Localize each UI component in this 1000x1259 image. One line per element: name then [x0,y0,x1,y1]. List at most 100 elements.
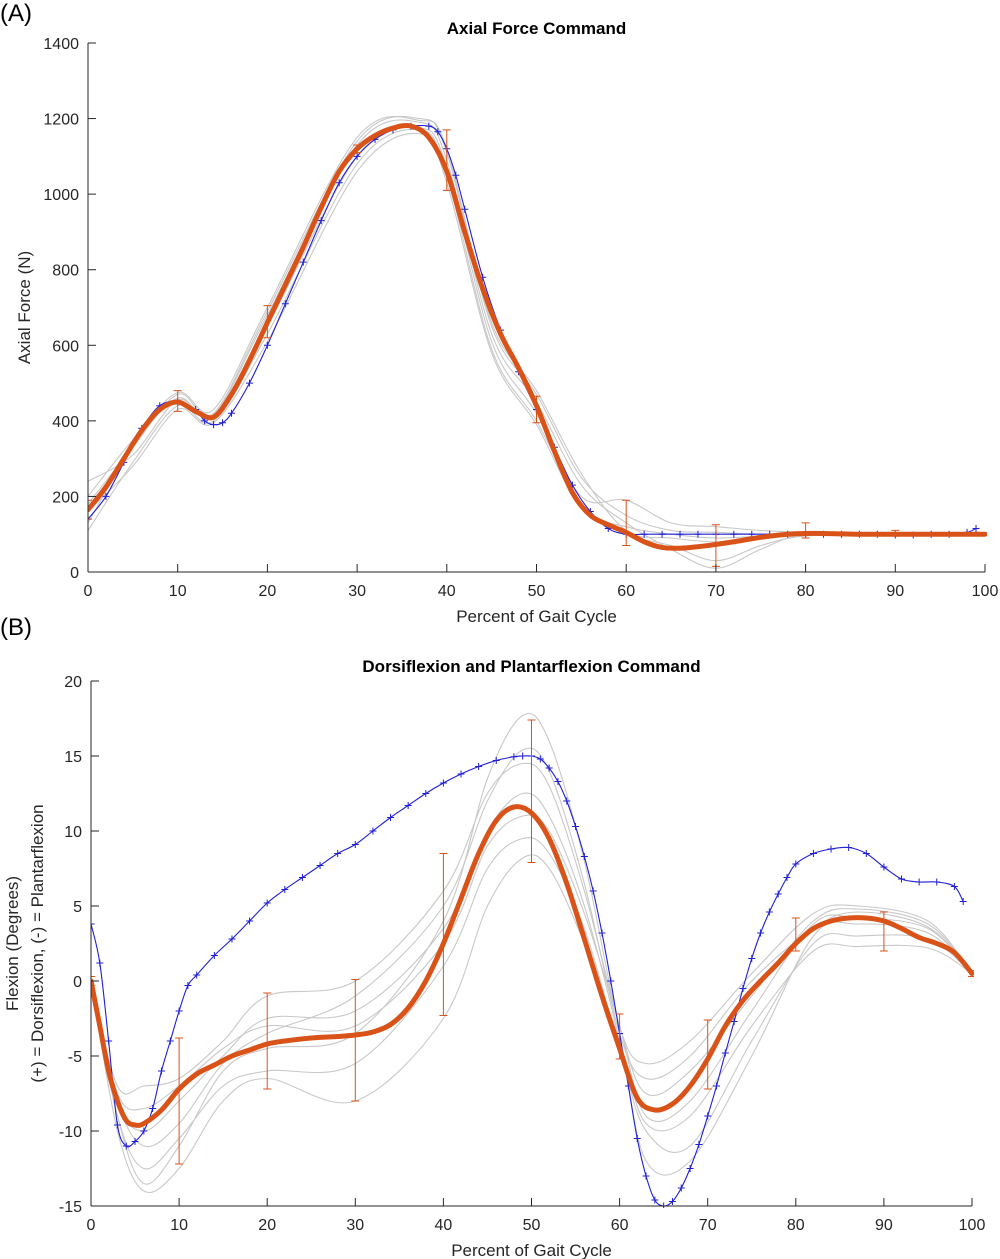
error-bar [981,532,987,536]
x-tick-label: 90 [886,583,904,600]
command-point [519,752,527,760]
x-tick-label: 90 [875,1217,893,1234]
command-point [748,955,756,962]
chart-title: Dorsiflexion and Plantarflexion Command [362,657,700,676]
error-bar [442,129,451,191]
x-tick-label: 30 [348,583,366,600]
command-point [263,899,271,907]
command-point [721,1049,729,1057]
error-bar [622,499,631,547]
y-tick-label: -15 [59,1199,82,1216]
plot-area [91,712,974,1208]
trial-line-1 [91,712,973,1185]
y-tick-label: 10 [64,824,82,841]
trial-line-5 [91,837,973,1170]
command-point [633,1135,641,1142]
chart-title: Axial Force Command [447,19,627,38]
command-point [131,1138,139,1145]
trial-line-3 [91,854,973,1193]
error-bar [91,976,95,986]
command-point [580,853,588,860]
command-point [316,862,324,869]
error-bar [968,970,974,977]
command-point [677,1184,685,1192]
panel-b-tag: (B) [0,614,32,641]
error-bar [532,395,541,424]
command-point [334,850,342,857]
command-point [210,952,218,959]
error-bar [351,979,360,1102]
command-point [140,1127,148,1135]
x-tick-label: 30 [346,1217,364,1234]
command-point [915,878,923,886]
command-point [607,977,615,985]
command-point [668,1198,676,1205]
command-point [880,863,888,871]
command-point [263,341,271,349]
command-point [102,492,110,500]
x-tick-label: 10 [169,583,187,600]
error-bar [353,144,362,154]
command-point [219,419,227,427]
mean-line [88,123,987,551]
command-point [730,1018,738,1025]
command-point [298,874,306,881]
command-point [475,763,483,770]
command-point [783,874,791,881]
y-tick-label: 600 [52,338,79,355]
y-tick-label: 20 [64,674,82,691]
y-tick-label: -5 [68,1049,82,1066]
trial-line-4 [91,762,973,1096]
command-point [105,1037,113,1045]
command-point [792,860,800,868]
command-point [757,929,765,937]
flexion-chart: 0 10 20 30 40 50 60 70 80 90 100 -15 -10 -5 0 5 10 15 20 Do… [3,657,985,1259]
y-axis-label: Flexion (Degrees) [3,876,22,1011]
command-point [730,530,738,538]
command-point [91,920,95,928]
command-line [91,755,964,1207]
x-tick-label: 70 [707,583,725,600]
x-tick-label: 50 [523,1217,541,1234]
x-tick-label: 80 [787,1217,805,1234]
command-point [404,802,412,809]
trial-line-3 [88,119,986,569]
command-point [175,1007,183,1015]
error-bar [175,1037,184,1165]
plot-area [88,115,987,569]
command-point [281,300,289,308]
command-point [510,753,518,761]
command-point [642,1172,650,1180]
error-bar [527,719,536,863]
y-tick-label: 200 [52,489,79,506]
error-bar [879,911,888,952]
command-point [452,171,460,179]
y-tick-label: 800 [52,263,79,280]
trial-line-2 [88,128,986,562]
command-point [228,935,236,943]
command-point [774,890,782,898]
error-bar [263,305,272,339]
trial-line-1 [88,115,985,535]
command-point [246,917,254,925]
x-tick-label: 40 [438,583,456,600]
command-point [933,878,941,886]
error-bar [703,1019,712,1090]
x-axis-label: Percent of Gait Cycle [451,1241,612,1259]
command-point [228,409,236,417]
command-point [739,985,747,992]
command-point [157,1067,165,1075]
command-point [422,790,430,797]
x-tick-label: 20 [258,1217,276,1234]
command-point [492,757,500,764]
command-point [695,1141,703,1148]
command-point [434,128,442,136]
y-tick-label: -10 [59,1124,82,1141]
error-bar [263,992,272,1090]
command-point [809,850,817,857]
command-point [950,883,958,890]
trial-line-6 [88,132,985,539]
command-point [572,823,580,830]
panel-a-tag: (A) [0,0,32,27]
